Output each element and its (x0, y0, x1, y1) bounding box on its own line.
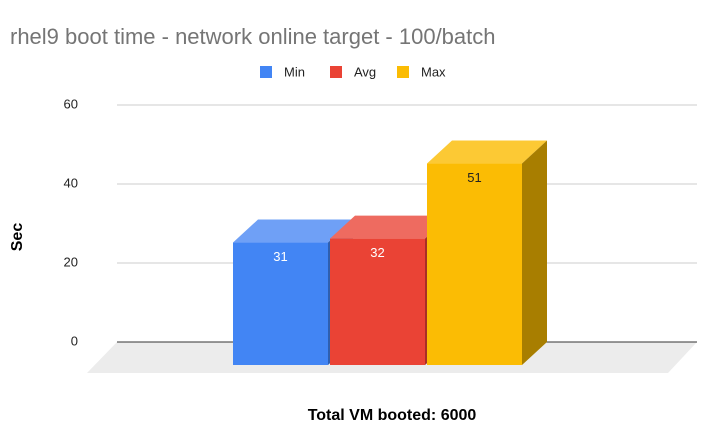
x-axis-label: Total VM booted: 6000 (308, 407, 477, 424)
bar-side (522, 140, 547, 365)
y-tick-label: 0 (71, 333, 78, 348)
bar (330, 238, 425, 365)
bar-top (233, 219, 353, 243)
data-label: 32 (370, 245, 384, 260)
bar (233, 242, 328, 365)
legend-swatch (260, 66, 272, 78)
bar-top (427, 140, 547, 164)
chart-title: rhel9 boot time - network online target … (10, 24, 496, 49)
y-axis-label: Sec (9, 223, 26, 252)
legend-label: Avg (354, 64, 376, 79)
y-tick-label: 60 (64, 96, 78, 111)
data-label: 51 (467, 170, 481, 185)
bar-top (330, 215, 450, 239)
y-tick-label: 20 (64, 254, 78, 269)
y-tick-label: 40 (64, 175, 78, 190)
legend-label: Max (421, 64, 446, 79)
legend-swatch (397, 66, 409, 78)
legend-swatch (330, 66, 342, 78)
bar (427, 163, 522, 365)
data-label: 31 (273, 249, 287, 264)
legend-label: Min (284, 64, 305, 79)
